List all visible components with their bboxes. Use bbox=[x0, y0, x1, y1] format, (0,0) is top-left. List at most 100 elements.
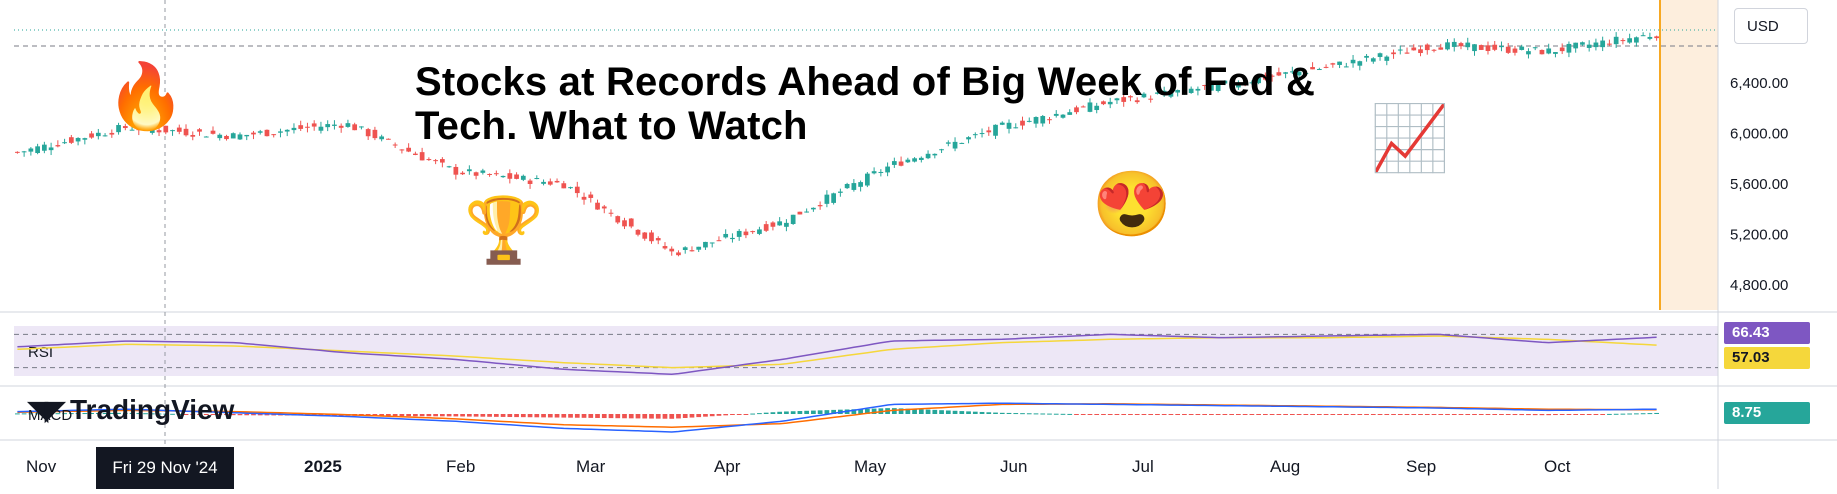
candle-body bbox=[1323, 66, 1329, 68]
macd-histogram-bar bbox=[676, 414, 681, 419]
candle-body bbox=[723, 233, 729, 238]
macd-histogram-bar bbox=[1209, 414, 1214, 415]
macd-histogram-bar bbox=[554, 414, 560, 418]
macd-histogram-bar bbox=[574, 414, 580, 418]
candle-body bbox=[1303, 73, 1309, 75]
price-tick-label: 5,600.00 bbox=[1730, 176, 1788, 193]
candle-body bbox=[62, 142, 67, 144]
macd-histogram-bar bbox=[1573, 414, 1579, 415]
candle-body bbox=[797, 211, 803, 215]
candle-body bbox=[95, 132, 101, 137]
candle-body bbox=[379, 136, 385, 140]
candle-body bbox=[1107, 101, 1113, 105]
candle-body bbox=[1553, 52, 1558, 54]
candle-body bbox=[1580, 42, 1585, 45]
candle-body bbox=[554, 180, 560, 183]
candle-body bbox=[1175, 90, 1181, 93]
macd-histogram-bar bbox=[460, 414, 465, 417]
macd-histogram-bar bbox=[1370, 414, 1376, 415]
time-tick-label: Nov bbox=[26, 457, 57, 476]
macd-histogram-bar bbox=[939, 410, 944, 414]
macd-histogram-bar bbox=[1397, 414, 1403, 415]
macd-histogram-bar bbox=[945, 410, 951, 414]
candle-body bbox=[885, 166, 890, 173]
macd-histogram-bar bbox=[1175, 414, 1181, 415]
candle-body bbox=[122, 126, 128, 129]
macd-histogram-bar bbox=[831, 409, 836, 414]
candle-body bbox=[1559, 47, 1565, 52]
macd-histogram-bar bbox=[595, 414, 600, 418]
candle-body bbox=[1121, 97, 1127, 102]
candle-body bbox=[1451, 41, 1457, 47]
macd-histogram-bar bbox=[21, 413, 27, 415]
candle-body bbox=[966, 137, 971, 140]
macd-histogram-bar bbox=[1134, 414, 1140, 415]
candle-body bbox=[156, 130, 162, 133]
candle-body bbox=[1539, 49, 1545, 55]
candle-body bbox=[1397, 49, 1403, 51]
candle-body bbox=[1148, 98, 1154, 100]
candle-body bbox=[28, 148, 34, 152]
macd-histogram-bar bbox=[325, 414, 331, 416]
candle-body bbox=[197, 129, 202, 132]
candle-body bbox=[332, 124, 337, 126]
candle-body bbox=[750, 231, 756, 233]
macd-histogram-bar bbox=[696, 414, 702, 418]
macd-histogram-bar bbox=[406, 414, 411, 417]
candle-body bbox=[406, 147, 411, 152]
candle-body bbox=[1607, 43, 1612, 45]
macd-histogram-bar bbox=[1404, 414, 1410, 415]
candle-body bbox=[986, 130, 992, 133]
candle-body bbox=[1263, 74, 1268, 80]
macd-histogram-bar bbox=[1242, 414, 1248, 415]
macd-histogram-bar bbox=[999, 412, 1005, 414]
candle-body bbox=[676, 252, 681, 256]
candle-body bbox=[493, 173, 499, 175]
candle-body bbox=[1283, 72, 1288, 74]
candle-body bbox=[514, 174, 519, 179]
macd-histogram-bar bbox=[662, 414, 668, 419]
candle-body bbox=[959, 142, 965, 144]
candle-body bbox=[15, 151, 20, 153]
macd-histogram-bar bbox=[75, 413, 81, 415]
macd-histogram-bar bbox=[1546, 414, 1552, 416]
macd-histogram-bar bbox=[1364, 414, 1369, 415]
candle-body bbox=[291, 127, 297, 131]
candle-body bbox=[419, 152, 425, 161]
candle-body bbox=[804, 211, 810, 213]
candle-body bbox=[777, 221, 783, 226]
candle-body bbox=[972, 134, 978, 136]
candle-body bbox=[730, 237, 735, 240]
candle-body bbox=[170, 130, 175, 132]
candle-body bbox=[1472, 44, 1477, 52]
macd-histogram-bar bbox=[1553, 414, 1558, 416]
macd-histogram-bar bbox=[709, 414, 715, 417]
macd-histogram-bar bbox=[1148, 414, 1154, 415]
candle-body bbox=[689, 250, 695, 252]
candle-body bbox=[534, 178, 540, 180]
candle-body bbox=[851, 183, 857, 190]
candle-body bbox=[82, 138, 88, 140]
macd-histogram-bar bbox=[777, 411, 783, 414]
macd-histogram-bar bbox=[1505, 414, 1511, 415]
candle-body bbox=[1080, 106, 1086, 108]
candle-body bbox=[440, 159, 445, 163]
macd-histogram-bar bbox=[1060, 413, 1066, 415]
candle-body bbox=[547, 181, 553, 185]
macd-histogram-bar bbox=[534, 414, 540, 418]
candle-body bbox=[1465, 42, 1471, 48]
macd-histogram-bar bbox=[1640, 413, 1646, 415]
macd-histogram-bar bbox=[1532, 414, 1538, 416]
time-tick-label: 2025 bbox=[304, 457, 342, 476]
candle-body bbox=[1242, 81, 1248, 84]
macd-histogram-bar bbox=[655, 414, 661, 419]
candle-body bbox=[1600, 40, 1606, 48]
currency-selector[interactable]: USD bbox=[1734, 8, 1808, 44]
macd-histogram-bar bbox=[251, 414, 256, 416]
heart-eyes-icon: 😍 bbox=[1092, 168, 1172, 240]
candle-body bbox=[1499, 46, 1504, 48]
macd-histogram-bar bbox=[716, 414, 722, 416]
macd-histogram-bar bbox=[1647, 413, 1653, 415]
candle-body bbox=[1026, 120, 1032, 122]
trophy-icon: 🏆 bbox=[464, 194, 544, 266]
